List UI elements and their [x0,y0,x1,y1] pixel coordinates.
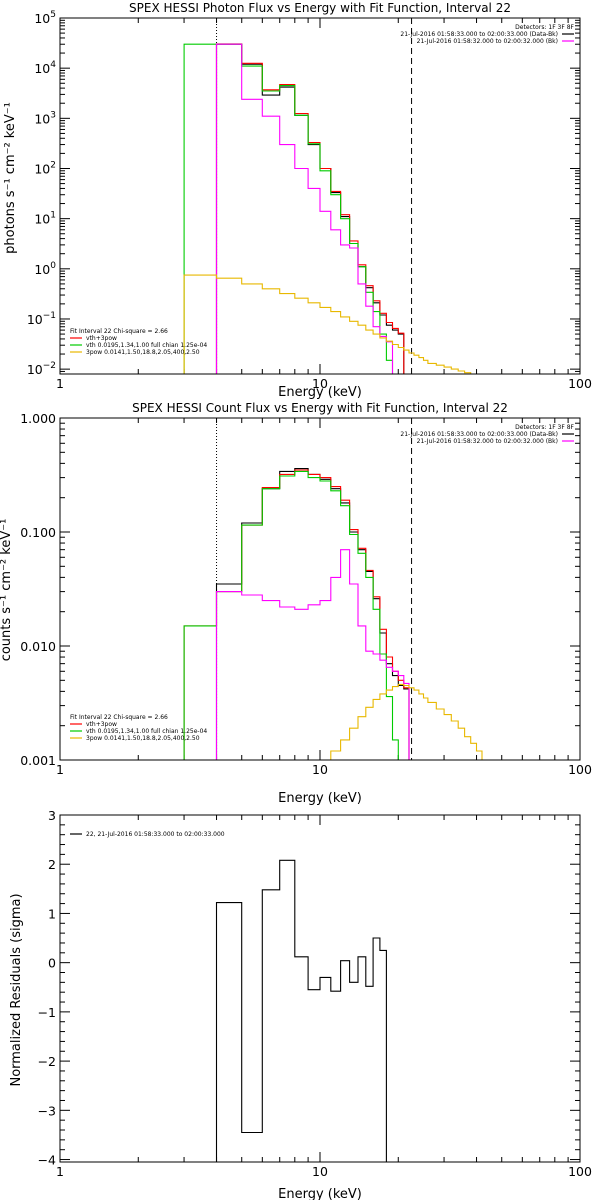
residuals-plot-frame [59,814,581,1163]
photon-flux-series-vth-3pow [215,43,405,374]
photon-flux-panel: SPEX HESSI Photon Flux vs Energy with Fi… [3,1,511,400]
count-flux-panel-ylabel: counts s⁻¹ cm⁻² keV⁻¹ [0,519,14,662]
residuals-y-tick-label: 0 [48,956,56,971]
photon-flux-panel-ylabel: photons s⁻¹ cm⁻² keV⁻¹ [3,102,18,254]
photon-flux-series-vth [183,43,394,374]
count-flux-y-tick-label: 0.100 [20,525,56,540]
count-flux-series-3pow [330,683,488,760]
photon-flux-panel-title: SPEX HESSI Photon Flux vs Energy with Fi… [129,1,511,15]
count-flux-plot: 1 10 100 1.000 0.100 0.010 0.001 Detectors: 1F … [20,411,592,777]
count-flux-legend-entry: Fit Interval 22 Chi-square = 2.66 [70,714,168,721]
photon-flux-x-tick-label: 10 [312,376,328,391]
residuals-x-tick-label: 100 [568,1164,592,1179]
photon-flux-legend-entry: 21-Jul-2016 01:58:33.000 to 02:00:33.000… [400,31,558,38]
count-flux-legend-entry: 21-Jul-2016 01:58:32.000 to 02:00:32.000… [417,438,558,445]
count-flux-panel-title: SPEX HESSI Count Flux vs Energy with Fit… [132,401,508,415]
photon-flux-y-tick-label: 103 [34,110,56,126]
photon-flux-legend-entry: 21-Jul-2016 01:58:32.000 to 02:00:32.000… [417,38,558,45]
residuals-x-tick-label: 1 [56,1164,64,1179]
count-flux-legend-entry: Detectors: 1F 3F 8F [515,424,574,431]
count-flux-legend-entry: 21-Jul-2016 01:58:33.000 to 02:00:33.000… [400,431,558,438]
count-flux-plot-frame [59,417,581,761]
photon-flux-y-tick-label: 10−1 [27,311,56,327]
photon-flux-series-3pow [183,274,478,374]
residuals-y-tick-label: −4 [38,1153,56,1168]
count-flux-legend-entry: 3pow 0.0141,1.50,18.8,2.05,400,2.50 [86,735,200,742]
count-flux-y-tick-label: 0.001 [20,753,56,768]
residuals-panel: Energy (keV) Normalized Residuals (sigma… [9,893,362,1200]
count-flux-y-tick-label: 0.010 [20,639,56,654]
count-flux-series-bk [215,549,410,760]
count-flux-panel-xlabel: Energy (keV) [278,791,362,806]
photon-flux-y-tick-label: 105 [34,10,56,26]
photon-flux-legend-entry: Fit Interval 22 Chi-square = 2.66 [70,328,168,335]
residuals-y-tick-label: 2 [48,857,56,872]
residuals-x-tick-label: 10 [312,1164,328,1179]
residuals-y-tick-label: −2 [38,1054,56,1069]
residuals-series-22 [215,859,387,1162]
photon-flux-legend-entry: vth 0.0195,1.34,1.00 full chian 1.25e-04 [86,342,207,349]
count-flux-legend-entry: vth 0.0195,1.34,1.00 full chian 1.25e-04 [86,728,207,735]
photon-flux-plot-frame [59,17,581,375]
photon-flux-y-tick-label: 104 [34,60,56,76]
count-flux-series-vth [183,470,399,760]
photon-flux-y-tick-label: 102 [34,160,56,176]
count-flux-series-vth-3pow [183,469,410,760]
photon-flux-y-tick-label: 101 [34,211,56,227]
residuals-panel-ylabel: Normalized Residuals (sigma) [9,893,24,1086]
photon-flux-legend-entry: Detectors: 1F 3F 8F [515,24,574,31]
photon-flux-legend-entry: vth+3pow [86,335,117,342]
residuals-y-tick-label: −1 [38,1005,56,1020]
photon-flux-panel-xlabel: Energy (keV) [278,385,362,400]
photon-flux-x-tick-label: 100 [568,376,592,391]
count-flux-panel: SPEX HESSI Count Flux vs Energy with Fit… [0,401,508,806]
photon-flux-series-data-bk [215,43,405,374]
residuals-panel-xlabel: Energy (keV) [278,1187,362,1200]
residuals-y-tick-label: 3 [48,808,56,823]
count-flux-legend-entry: vth+3pow [86,721,117,728]
photon-flux-series-group [183,43,478,374]
count-flux-y-tick-label: 1.000 [20,411,56,426]
count-flux-series-group [183,468,488,760]
photon-flux-series-bk [215,43,399,374]
count-flux-x-tick-label: 1 [56,762,64,777]
residuals-legend-entry: 22, 21-Jul-2016 01:58:33.000 to 02:00:33… [86,831,225,838]
photon-flux-legend-entry: 3pow 0.0141,1.50,18.8,2.05,400,2.50 [86,349,200,356]
count-flux-x-tick-label: 10 [312,762,328,777]
count-flux-x-tick-label: 100 [568,762,592,777]
residuals-y-tick-label: −3 [38,1103,56,1118]
residuals-y-tick-label: 1 [48,906,56,921]
photon-flux-x-tick-label: 1 [56,376,64,391]
photon-flux-plot: 1 10 100 105 104 103 102 101 100 10−1 10−2 Detector… [27,10,592,391]
residuals-series-group [215,859,387,1162]
photon-flux-y-tick-label: 100 [34,261,56,277]
photon-flux-y-tick-label: 10−2 [27,361,56,377]
